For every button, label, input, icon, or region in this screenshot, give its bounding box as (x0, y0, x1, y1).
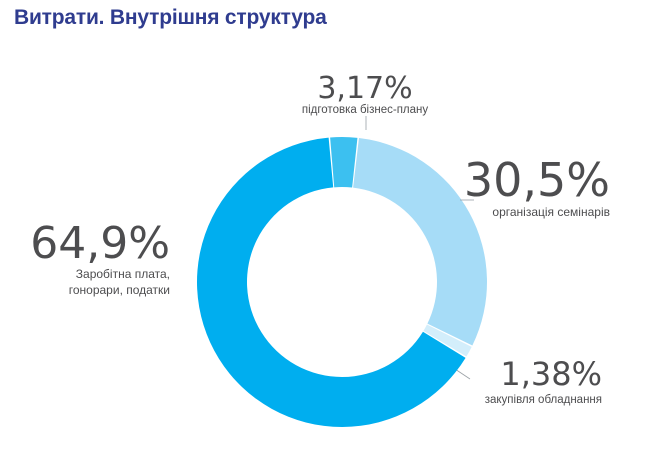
slice-category-label: гонорари, податки (69, 283, 170, 297)
slice-percent-label: 64,9% (30, 218, 170, 269)
donut-slice (353, 137, 487, 346)
slice-category-label: організація семінарів (492, 205, 610, 219)
slice-percent-label: 30,5% (464, 153, 610, 207)
slice-category-label: підготовка бізнес-плану (302, 104, 429, 116)
donut-slice (423, 324, 472, 357)
page-title: Витрати. Внутрішня структура (14, 6, 327, 29)
donut-slice (330, 137, 358, 188)
slice-category-label: Заробітна плата, (76, 267, 170, 281)
donut-slice (197, 137, 466, 427)
slice-percent-label: 1,38% (500, 355, 602, 393)
slice-category-label: закупівля обладнання (485, 394, 602, 406)
slice-percent-label: 3,17% (317, 71, 412, 106)
